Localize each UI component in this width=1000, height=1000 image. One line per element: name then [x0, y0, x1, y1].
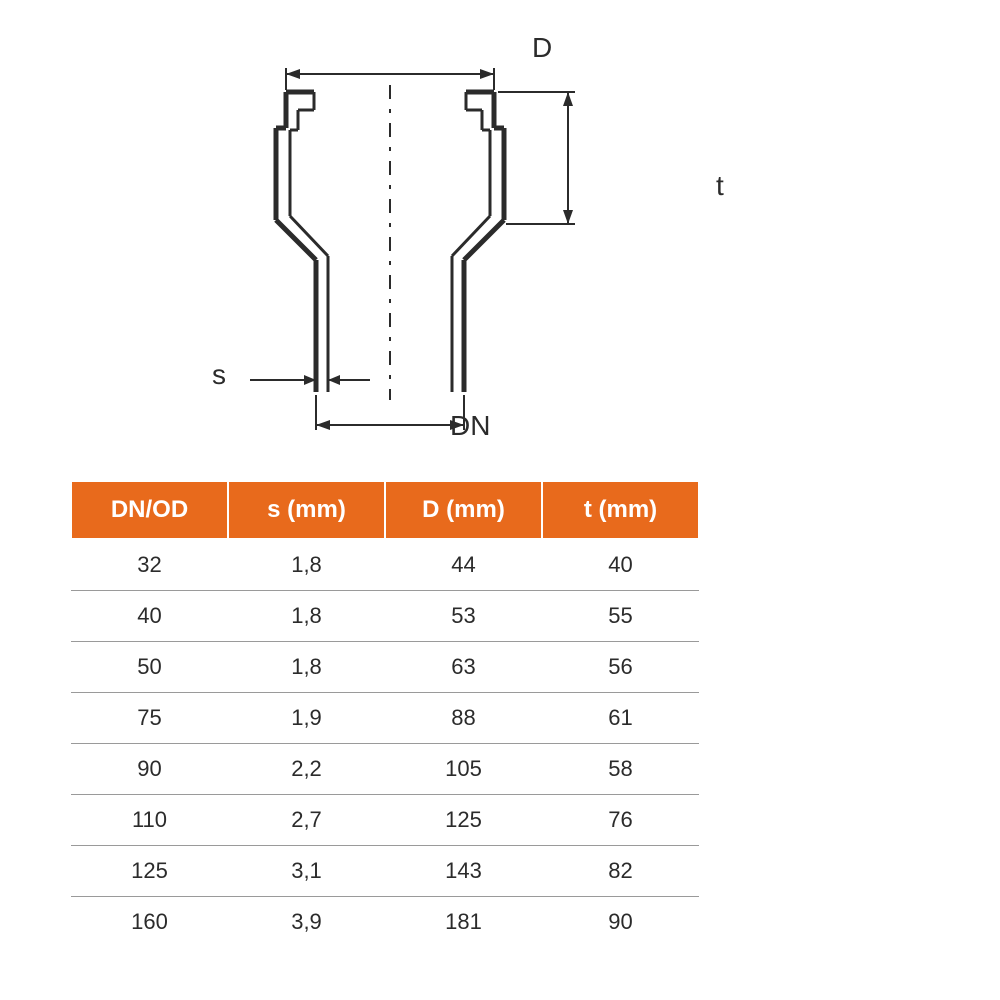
table-cell: 58 — [542, 744, 699, 795]
label-D: D — [532, 32, 552, 64]
table-cell: 82 — [542, 846, 699, 897]
table-cell: 55 — [542, 591, 699, 642]
table-cell: 1,8 — [228, 642, 385, 693]
table-cell: 3,1 — [228, 846, 385, 897]
table-cell: 88 — [385, 693, 542, 744]
table-cell: 53 — [385, 591, 542, 642]
table-cell: 63 — [385, 642, 542, 693]
table-row: 1102,712576 — [71, 795, 699, 846]
table-cell: 1,9 — [228, 693, 385, 744]
table-cell: 160 — [71, 897, 228, 948]
table-header-cell: s (mm) — [228, 481, 385, 539]
table-cell: 181 — [385, 897, 542, 948]
table-row: 1253,114382 — [71, 846, 699, 897]
dimensions-table-wrap: DN/ODs (mm)D (mm)t (mm) 321,84440401,853… — [70, 480, 700, 947]
table-cell: 32 — [71, 539, 228, 591]
table-header-cell: D (mm) — [385, 481, 542, 539]
table-row: 902,210558 — [71, 744, 699, 795]
pipe-svg — [180, 30, 740, 450]
label-t: t — [716, 170, 724, 202]
table-cell: 90 — [542, 897, 699, 948]
table-cell: 1,8 — [228, 591, 385, 642]
table-cell: 1,8 — [228, 539, 385, 591]
table-cell: 3,9 — [228, 897, 385, 948]
table-cell: 76 — [542, 795, 699, 846]
table-cell: 40 — [71, 591, 228, 642]
label-s: s — [212, 359, 226, 391]
table-cell: 44 — [385, 539, 542, 591]
table-cell: 2,7 — [228, 795, 385, 846]
table-cell: 2,2 — [228, 744, 385, 795]
table-row: 501,86356 — [71, 642, 699, 693]
table-cell: 50 — [71, 642, 228, 693]
table-cell: 56 — [542, 642, 699, 693]
table-cell: 125 — [71, 846, 228, 897]
table-cell: 90 — [71, 744, 228, 795]
table-cell: 143 — [385, 846, 542, 897]
table-cell: 105 — [385, 744, 542, 795]
table-header-cell: t (mm) — [542, 481, 699, 539]
table-cell: 125 — [385, 795, 542, 846]
table-header-row: DN/ODs (mm)D (mm)t (mm) — [71, 481, 699, 539]
table-row: 401,85355 — [71, 591, 699, 642]
table-cell: 61 — [542, 693, 699, 744]
label-DN: DN — [450, 410, 490, 442]
table-row: 1603,918190 — [71, 897, 699, 948]
table-header-cell: DN/OD — [71, 481, 228, 539]
table-row: 751,98861 — [71, 693, 699, 744]
table-cell: 110 — [71, 795, 228, 846]
pipe-diagram: D t s DN — [180, 30, 740, 450]
table-row: 321,84440 — [71, 539, 699, 591]
dimensions-table: DN/ODs (mm)D (mm)t (mm) 321,84440401,853… — [70, 480, 700, 947]
table-cell: 40 — [542, 539, 699, 591]
table-cell: 75 — [71, 693, 228, 744]
